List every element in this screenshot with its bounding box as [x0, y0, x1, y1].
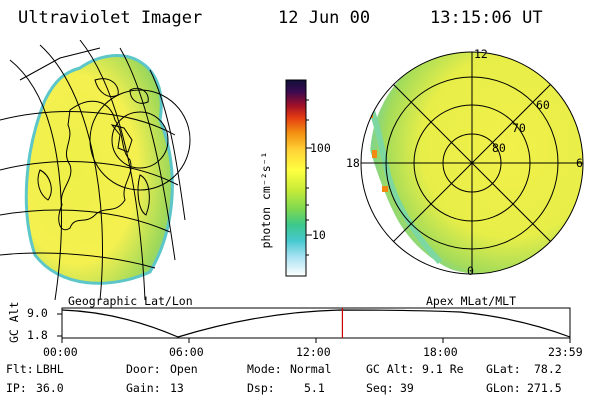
colorbar-ticks [306, 99, 312, 256]
window-title: Ultraviolet Imager [18, 8, 203, 28]
gain-value: 13 [170, 381, 184, 395]
altitude-xtick-1200: 12:00 [296, 345, 331, 359]
lat-label-80: 80 [492, 141, 506, 155]
dsp-value: 5.1 [304, 381, 325, 395]
left-panel-label: Geographic Lat/Lon [68, 294, 193, 308]
dsp-label: Dsp: [247, 381, 275, 395]
gain-label: Gain: [126, 381, 161, 395]
glon-value: 271.5 [527, 381, 562, 395]
altitude-ytick-9: 9.0 [27, 306, 48, 320]
door-label: Door: [126, 362, 161, 376]
altitude-plot [57, 307, 571, 343]
time-label: 13:15:06 UT [430, 8, 543, 28]
right-panel-label: Apex MLat/MLT [426, 294, 517, 308]
lat-label-60: 60 [536, 98, 550, 112]
altitude-ylabel: GC Alt [7, 301, 21, 343]
altitude-xtick-2359: 23:59 [548, 345, 583, 359]
altitude-ytick-1-8: 1.8 [27, 328, 48, 342]
mlt-label-6: 6 [576, 156, 583, 170]
flt-value: LBHL [36, 362, 64, 376]
colorbar-tick-100: 100 [310, 141, 331, 155]
mode-value: Normal [290, 362, 332, 376]
gcalt-label: GC Alt: [366, 362, 415, 376]
altitude-xtick-0000: 00:00 [43, 345, 78, 359]
gcalt-value: 9.1 Re [422, 362, 464, 376]
lat-label-70: 70 [512, 121, 526, 135]
glat-value: 78.2 [534, 362, 562, 376]
geographic-view [0, 40, 191, 301]
seq-value: 39 [400, 381, 414, 395]
ip-value: 36.0 [36, 381, 64, 395]
altitude-xtick-1800: 18:00 [423, 345, 458, 359]
glon-label: GLon: [486, 381, 521, 395]
ip-label: IP: [6, 381, 27, 395]
colorbar-tick-10: 10 [312, 228, 326, 242]
glat-label: GLat: [486, 362, 521, 376]
colorbar-unit-label: photon cm⁻²s⁻¹ [259, 151, 273, 249]
colorbar [285, 79, 307, 277]
mlt-label-12: 12 [474, 47, 488, 61]
mlt-label-18: 18 [346, 156, 360, 170]
date-label: 12 Jun 00 [278, 8, 371, 28]
mlt-label-0: 0 [467, 264, 474, 278]
mode-label: Mode: [247, 362, 282, 376]
flt-label: Flt: [6, 362, 34, 376]
seq-label: Seq: [366, 381, 394, 395]
door-value: Open [170, 362, 198, 376]
altitude-xtick-0600: 06:00 [169, 345, 204, 359]
polar-view [360, 51, 584, 275]
